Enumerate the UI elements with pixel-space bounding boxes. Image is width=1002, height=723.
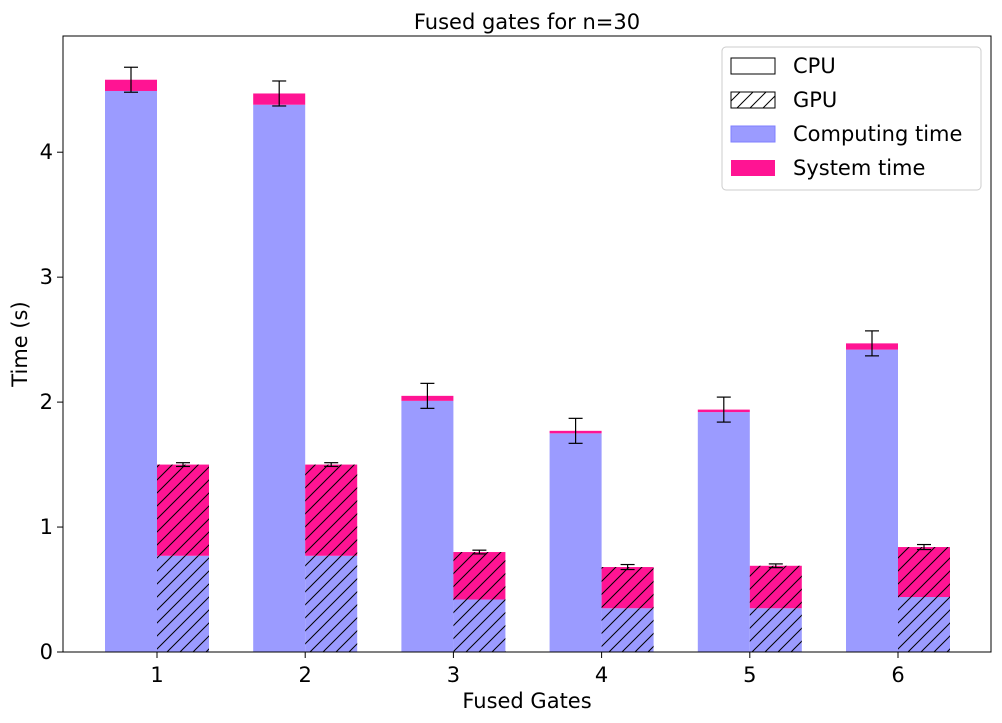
error-bar-gpu-5 — [768, 563, 783, 569]
error-bar-cpu-1 — [124, 66, 138, 93]
bar-cpu-computing-6 — [846, 349, 898, 652]
error-bar-gpu-6 — [917, 543, 931, 551]
chart-title: Fused gates for n=30 — [414, 10, 640, 34]
bar-cpu-computing-2 — [253, 104, 306, 652]
x-tick-label: 1 — [150, 663, 163, 687]
bar-cpu-computing-1 — [105, 90, 157, 653]
bar-cpu-computing-4 — [549, 433, 602, 652]
bar-gpu-computing-hatch-4 — [601, 608, 654, 652]
y-tick-label: 0 — [40, 640, 53, 664]
legend-label: Computing time — [793, 122, 962, 146]
bar-gpu-system-hatch-4 — [601, 567, 654, 609]
legend-label: System time — [793, 156, 925, 180]
error-bar-cpu-2 — [272, 80, 287, 107]
legend-entry-hatch: GPU — [730, 88, 837, 112]
y-tick-label: 4 — [40, 140, 53, 164]
error-bar-cpu-3 — [420, 382, 435, 409]
bar-gpu-computing-hatch-1 — [157, 555, 209, 652]
x-axis-label: Fused Gates — [462, 689, 591, 713]
bars-layer — [105, 79, 950, 653]
bar-gpu-computing-hatch-6 — [898, 597, 950, 652]
error-bar-cpu-4 — [568, 417, 583, 444]
y-tick-label: 1 — [40, 515, 53, 539]
y-axis-label: Time (s) — [8, 301, 32, 387]
x-tick-label: 2 — [299, 663, 312, 687]
error-bar-gpu-2 — [324, 462, 339, 468]
error-bar-cpu-6 — [865, 330, 879, 357]
bar-gpu-system-hatch-3 — [453, 552, 506, 600]
legend-label: GPU — [793, 88, 837, 112]
bar-cpu-computing-5 — [697, 412, 750, 652]
y-tick-label: 3 — [40, 265, 53, 289]
bar-gpu-system-hatch-1 — [157, 464, 209, 556]
legend-entry-fill-system: System time — [731, 156, 925, 180]
legend-entry-fill-computing: Computing time — [730, 122, 962, 146]
x-tick-label: 5 — [743, 663, 756, 687]
error-bar-gpu-4 — [620, 563, 635, 571]
legend-box — [721, 46, 982, 191]
bar-gpu-system-hatch-6 — [898, 547, 950, 598]
legend-swatch-system — [731, 160, 775, 176]
legend-swatch-computing — [730, 125, 776, 143]
error-bar-cpu-5 — [716, 396, 731, 423]
bar-cpu-computing-3 — [401, 400, 454, 652]
bar-gpu-system-hatch-5 — [749, 565, 802, 609]
axes-layer: 1 2 3 4 5 6 0 1 2 3 4 — [40, 35, 992, 687]
bar-gpu-system-hatch-2 — [305, 464, 358, 556]
legend-swatch-cpu — [730, 57, 776, 75]
error-bar-gpu-3 — [472, 549, 487, 555]
legend-swatch-gpu — [730, 91, 776, 109]
x-tick-label: 3 — [447, 663, 460, 687]
bar-gpu-computing-hatch-3 — [453, 599, 506, 652]
bar-gpu-computing-hatch-5 — [749, 608, 802, 652]
error-bars-layer — [124, 66, 931, 571]
error-bar-gpu-1 — [176, 462, 190, 468]
plot-frame — [62, 35, 992, 653]
y-tick-label: 2 — [40, 390, 53, 414]
legend: CPU GPU Computing time System time — [721, 46, 982, 191]
x-tick-label: 6 — [891, 663, 904, 687]
legend-label: CPU — [793, 54, 836, 78]
legend-entry-outline: CPU — [730, 54, 836, 78]
bar-gpu-computing-hatch-2 — [305, 555, 358, 652]
x-tick-label: 4 — [595, 663, 608, 687]
